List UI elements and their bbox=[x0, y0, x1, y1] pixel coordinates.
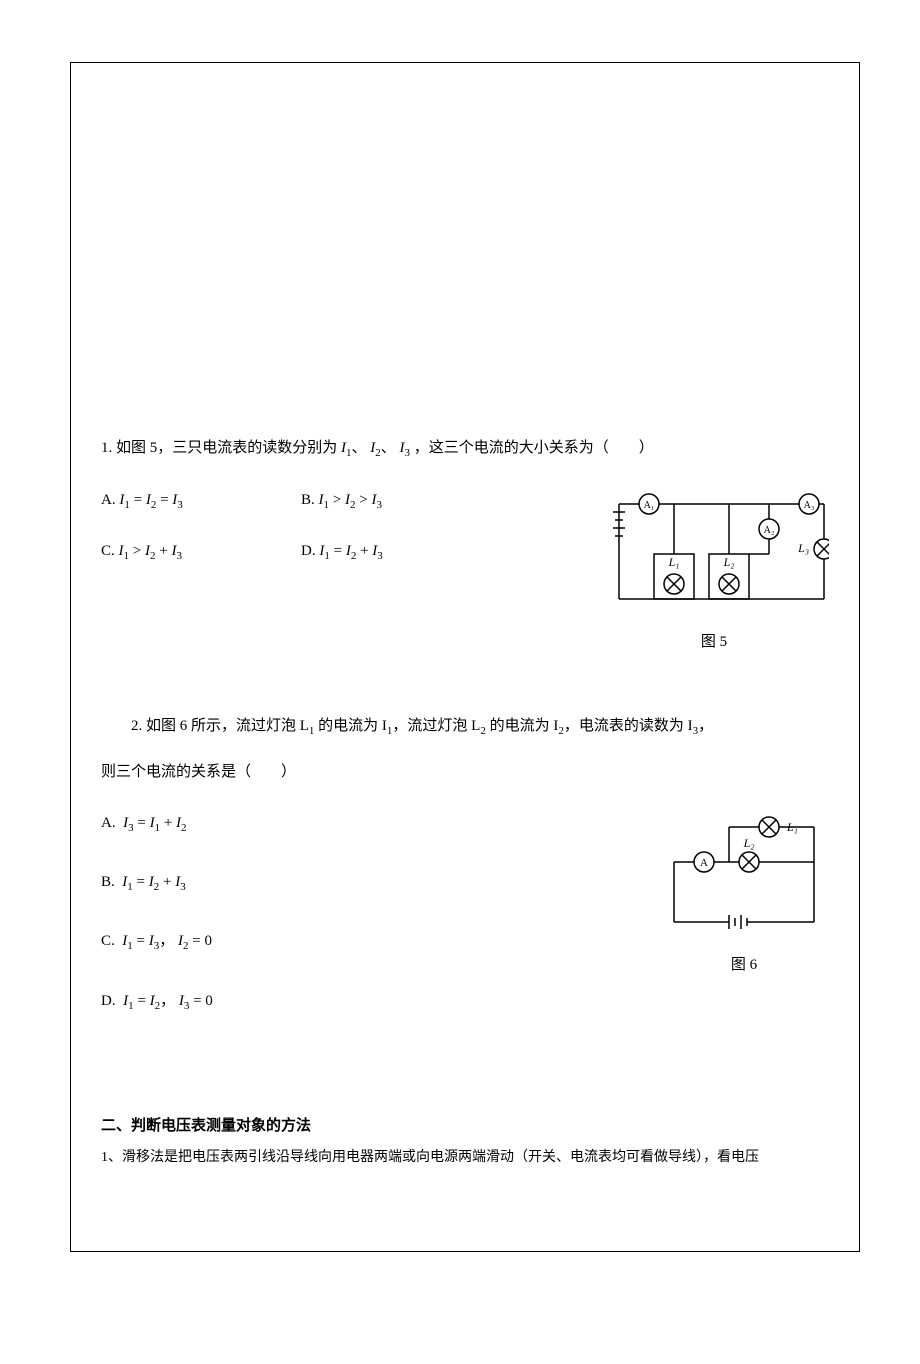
figure-5-caption: 图 5 bbox=[599, 630, 829, 651]
q2-body: A. I3 = I1 + I2 B. I1 = I2 + I3 C. I1 = … bbox=[101, 807, 829, 1044]
ammeter-a1-label: A₁ bbox=[644, 500, 655, 511]
q1-option-a: A. I1 = I2 = I3 bbox=[101, 484, 301, 517]
q1-sep1: 、 bbox=[352, 440, 367, 456]
q2-option-c: C. I1 = I3， I2 = 0 bbox=[101, 925, 401, 958]
q1-opt-d-label: D. bbox=[301, 543, 316, 559]
q2-option-a: A. I3 = I1 + I2 bbox=[101, 807, 401, 840]
q1-text-d: ，这三个电流的大小关系为（ ） bbox=[414, 440, 654, 456]
q1-sep2: 、 bbox=[381, 440, 396, 456]
q1-option-c: C. I1 > I2 + I3 bbox=[101, 535, 301, 568]
q2-option-b: B. I1 = I2 + I3 bbox=[101, 866, 401, 899]
q2-text-f: ， bbox=[698, 718, 713, 734]
q1-body: A. I1 = I2 = I3 B. I1 > I2 > I3 C. I1 > … bbox=[101, 484, 829, 651]
bulb-l1-label: L₁ bbox=[668, 555, 680, 569]
q2-number: 2. bbox=[131, 718, 142, 734]
q2-opt-d-label: D. bbox=[101, 993, 116, 1009]
q1-options: A. I1 = I2 = I3 B. I1 > I2 > I3 C. I1 > … bbox=[101, 484, 579, 586]
question-2: 2. 如图 6 所示，流过灯泡 L1 的电流为 I1，流过灯泡 L2 的电流为 … bbox=[101, 711, 829, 1044]
q2-opt-c-label: C. bbox=[101, 933, 115, 949]
bulb-l2-label: L₂ bbox=[723, 555, 735, 569]
section-2: 二、判断电压表测量对象的方法 1、滑移法是把电压表两引线沿导线向用电器两端或向电… bbox=[101, 1114, 829, 1172]
q1-sub-3: 3 bbox=[405, 447, 411, 459]
ammeter-a2-label: A₂ bbox=[764, 525, 775, 536]
q2-text-a: 如图 6 所示，流过灯泡 L bbox=[146, 718, 309, 734]
q2-text-e: ，电流表的读数为 I bbox=[564, 718, 693, 734]
q1-text-a: 如图 5，三只电流表的读数分别为 bbox=[116, 440, 337, 456]
question-1: 1. 如图 5，三只电流表的读数分别为 I1、 I2、 I3 ，这三个电流的大小… bbox=[101, 433, 829, 651]
figure-6: A L₂ L₁ bbox=[659, 807, 829, 974]
ammeter-a3-label: A₃ bbox=[804, 500, 815, 511]
circuit-diagram-6: A L₂ L₁ bbox=[659, 807, 829, 947]
q2-opt-b-label: B. bbox=[101, 874, 115, 890]
bulb-l3-label: L₃ bbox=[797, 541, 809, 555]
figure-5: A₁ A₃ L₃ bbox=[599, 484, 829, 651]
q1-number: 1. bbox=[101, 440, 112, 456]
q1-intro: 1. 如图 5，三只电流表的读数分别为 I1、 I2、 I3 ，这三个电流的大小… bbox=[101, 433, 829, 464]
q2-opt-a-label: A. bbox=[101, 815, 116, 831]
q2-intro-line2: 则三个电流的关系是（ ） bbox=[101, 757, 829, 787]
q2-text-b: 的电流为 I bbox=[314, 718, 387, 734]
circuit-diagram-5: A₁ A₃ L₃ bbox=[599, 484, 829, 624]
figure-6-caption: 图 6 bbox=[659, 953, 829, 974]
q2-text-d: 的电流为 I bbox=[486, 718, 559, 734]
q1-opt-a-label: A. bbox=[101, 492, 116, 508]
page-frame: 1. 如图 5，三只电流表的读数分别为 I1、 I2、 I3 ，这三个电流的大小… bbox=[70, 62, 860, 1252]
section-2-heading: 二、判断电压表测量对象的方法 bbox=[101, 1114, 829, 1135]
q1-option-b: B. I1 > I2 > I3 bbox=[301, 484, 501, 517]
q2-text-c: ，流过灯泡 L bbox=[392, 718, 480, 734]
q2-options: A. I3 = I1 + I2 B. I1 = I2 + I3 C. I1 = … bbox=[101, 807, 639, 1044]
q1-opt-b-label: B. bbox=[301, 492, 315, 508]
q1-option-d: D. I1 = I2 + I3 bbox=[301, 535, 501, 568]
ammeter-a-label: A bbox=[700, 857, 708, 869]
q2-option-d: D. I1 = I2， I3 = 0 bbox=[101, 985, 401, 1018]
section-2-body: 1、滑移法是把电压表两引线沿导线向用电器两端或向电源两端滑动（开关、电流表均可看… bbox=[101, 1145, 829, 1172]
q2-intro-line1: 2. 如图 6 所示，流过灯泡 L1 的电流为 I1，流过灯泡 L2 的电流为 … bbox=[101, 711, 829, 742]
bulb-l2-label-fig6: L₂ bbox=[743, 836, 755, 850]
q1-opt-c-label: C. bbox=[101, 543, 115, 559]
